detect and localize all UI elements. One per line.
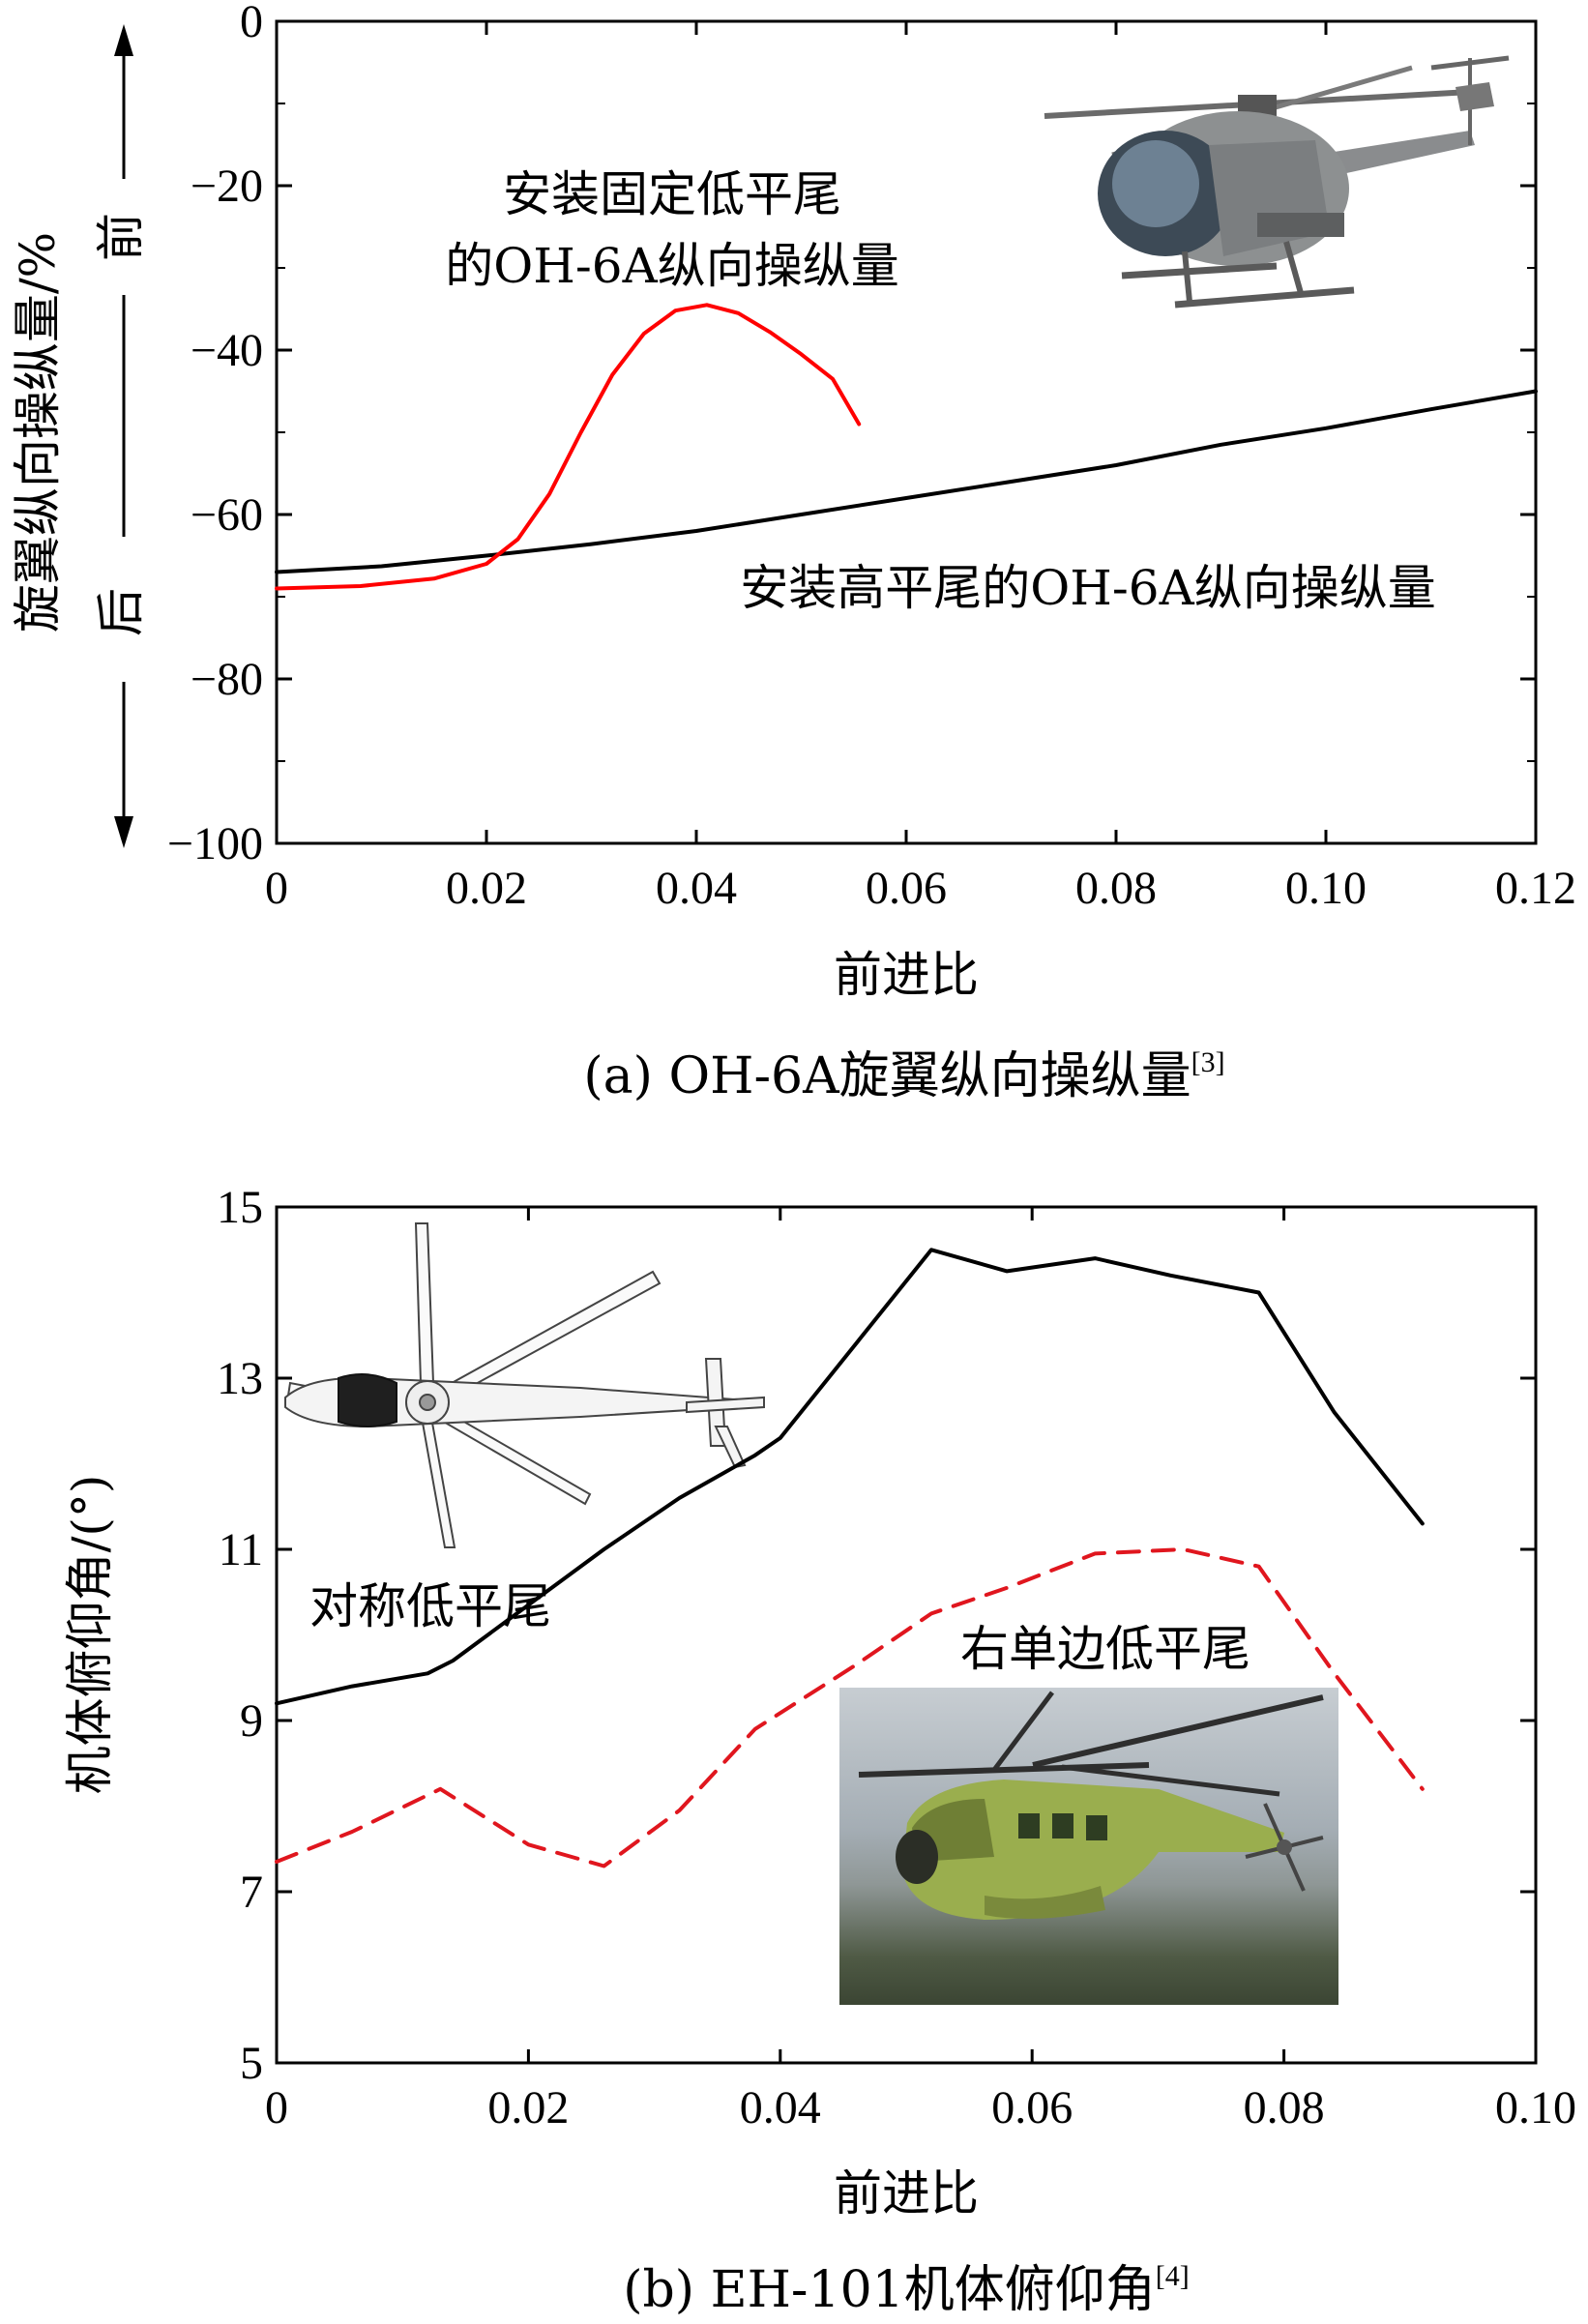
y-tick-label: −20 [191, 161, 263, 212]
backward-label: 后 [93, 588, 149, 636]
y-tick-label: 11 [219, 1524, 263, 1575]
caption-b: (b) EH-101机体俯仰角[4] [623, 2260, 1190, 2319]
series-b [275, 1248, 1425, 1868]
y-tick-label: 0 [240, 0, 263, 47]
x-tick-label: 0 [265, 863, 288, 914]
x-axis-title-b: 前进比 [834, 2165, 979, 2221]
x-tick-label: 0.02 [446, 863, 527, 914]
x-tick-label: 0.06 [866, 863, 947, 914]
x-tick-label: 0.10 [1285, 863, 1367, 914]
y-tick-label: −60 [191, 489, 263, 541]
eh101-flight-photo [839, 1688, 1338, 2005]
x-tick-label: 0.02 [487, 2082, 569, 2133]
y-tick-label: 5 [240, 2038, 263, 2089]
y-tick-label: 7 [240, 1867, 263, 1918]
annotation-low-tail-line2: 的OH-6A纵向操纵量 [445, 238, 898, 294]
y-axis-title-b: 机体俯仰角/(°) [62, 1475, 118, 1795]
caption-a: (a) OH-6A旋翼纵向操纵量[3] [583, 1046, 1224, 1105]
x-tick-label: 0 [265, 2082, 288, 2133]
x-axis-title-a: 前进比 [834, 947, 979, 1003]
label-right-single-low-tail: 右单边低平尾 [960, 1621, 1250, 1677]
series-a [275, 303, 1538, 591]
caption-a-text: (a) OH-6A旋翼纵向操纵量 [583, 1047, 1191, 1105]
forward-label: 前 [93, 213, 149, 261]
caption-a-ref: [3] [1191, 1046, 1225, 1078]
ticks-a: 0 0.02 0.04 0.06 0.08 0.10 0.12 0 −20 −40 −60 −80 −1… [167, 0, 1576, 914]
y-tick-label: −80 [191, 654, 263, 705]
y-tick-label: −40 [191, 325, 263, 376]
y-axis-title-a: 旋翼纵向操纵量/% [10, 232, 66, 632]
x-tick-label: 0.04 [656, 863, 737, 914]
y-tick-label: 15 [217, 1182, 263, 1233]
x-tick-label: 0.10 [1495, 2082, 1576, 2133]
x-tick-label: 0.04 [740, 2082, 821, 2133]
x-tick-label: 0.08 [1075, 863, 1157, 914]
helicopter-oh6a-photo [967, 48, 1547, 338]
x-tick-label: 0.12 [1495, 863, 1576, 914]
y-tick-label: 9 [240, 1695, 263, 1747]
annotation-low-tail-line1: 安装固定低平尾 [503, 166, 841, 222]
label-symmetric-low-tail: 对称低平尾 [309, 1578, 551, 1634]
y-tick-label: −100 [167, 818, 263, 869]
chart-a: 0 0.02 0.04 0.06 0.08 0.10 0.12 0 −20 −40 −60 −80 −1… [10, 0, 1576, 1105]
series-line-1 [275, 1547, 1425, 1868]
series-line-0 [275, 1248, 1425, 1706]
ticks-b: 0 0.02 0.04 0.06 0.08 0.10 5 7 9 11 13 15 [217, 1182, 1576, 2133]
plot-frame-b [275, 1205, 1538, 2065]
chart-b: 0 0.02 0.04 0.06 0.08 0.10 5 7 9 11 13 15 [62, 1182, 1576, 2319]
caption-b-ref: [4] [1156, 2260, 1190, 2292]
direction-arrow [114, 24, 133, 848]
annotation-high-tail: 安装高平尾的OH-6A纵向操纵量 [740, 560, 1435, 616]
caption-b-text: (b) EH-101机体俯仰角 [623, 2261, 1156, 2319]
series-line-1 [275, 303, 862, 591]
x-tick-label: 0.08 [1244, 2082, 1325, 2133]
eh101-planform-drawing [284, 1222, 765, 1548]
x-tick-label: 0.06 [991, 2082, 1073, 2133]
y-tick-label: 13 [217, 1353, 263, 1404]
series-line-0 [275, 389, 1538, 574]
